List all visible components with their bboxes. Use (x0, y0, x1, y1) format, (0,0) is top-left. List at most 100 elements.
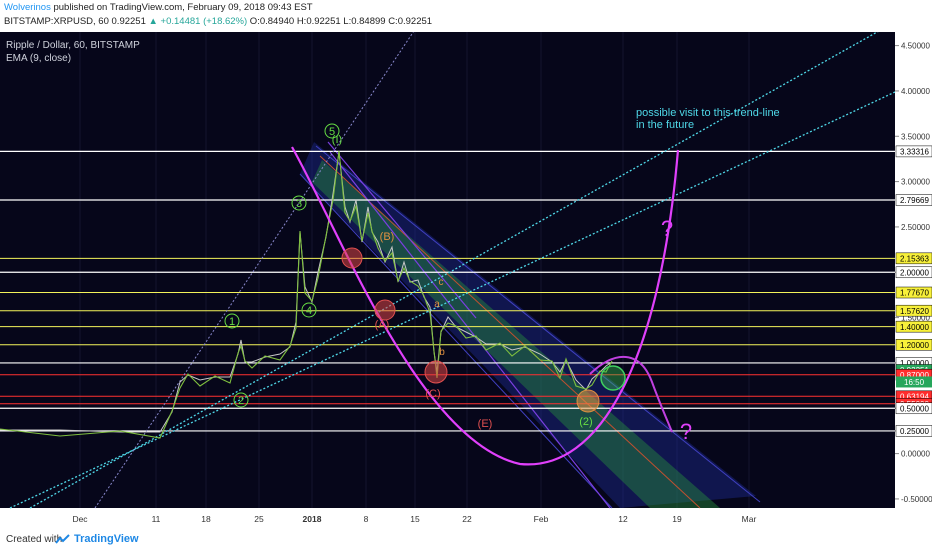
price-tag-7: 1.20000 (900, 341, 929, 350)
y-tick-label-4: 2.50000 (901, 223, 930, 232)
time-axis (0, 508, 895, 530)
x-tick-label-9: 12 (618, 514, 628, 524)
y-tick-label-11: -0.50000 (901, 495, 932, 504)
price-tag-3: 2.00000 (900, 268, 929, 277)
price-tag-bg-3 (895, 266, 932, 279)
ohlc-values: O:0.84940 H:0.92251 L:0.84899 C:0.92251 (247, 16, 433, 27)
wave-5-circle (324, 123, 340, 139)
y-tick-label-2: 3.50000 (901, 132, 930, 141)
circle-marker-2 (576, 389, 600, 413)
trend-line-lower (9, 91, 896, 509)
price-tag-bg-13 (895, 402, 932, 415)
wave-label-E: (E) (478, 418, 493, 430)
channel-lower-line (299, 173, 613, 509)
wave-label-3: 3 (296, 198, 302, 210)
price-tag-5: 1.57620 (900, 307, 929, 316)
price-tag-13: 0.50000 (900, 404, 929, 413)
price-tag-bg-0 (895, 145, 932, 158)
circle-marker-b (374, 299, 396, 321)
outer-channel (300, 142, 756, 508)
y-tick-label-0: 4.50000 (901, 42, 930, 51)
price-tag-bg-5 (895, 304, 932, 317)
inner-channel (312, 160, 720, 508)
price-tag-10: 0.87000 (900, 371, 929, 380)
price-tags: 3.33316 2.79669 2.15363 2.00000 1.77670 1.576… (895, 145, 932, 437)
x-tick-label-3: 25 (254, 514, 264, 524)
price-tag-14: 0.25000 (900, 427, 929, 436)
price-tag-8: 1.00000 (900, 359, 929, 368)
ema-series (0, 150, 613, 439)
x-tick-label-2: 18 (201, 514, 211, 524)
channel-mid-line (319, 155, 701, 509)
wave-2-circle (233, 392, 249, 408)
wave-label-b: b (439, 347, 445, 358)
wave-label-B: (B) (380, 231, 395, 243)
purple-trend-line-2 (327, 141, 477, 319)
author-link[interactable]: Wolverinos (4, 2, 51, 13)
wave-label-2b: (2) (579, 416, 592, 428)
tradingview-logo-icon (55, 534, 70, 544)
price-tag-1: 2.79669 (900, 196, 929, 205)
publish-info: Wolverinos published on TradingView.com,… (4, 2, 313, 13)
circle-marker-c (424, 360, 448, 384)
wave-4-circle (301, 302, 317, 318)
horizontal-levels (0, 150, 895, 432)
y-tick-label-10: 0.00000 (901, 450, 930, 459)
indicator-label[interactable]: EMA (9, close) (6, 53, 71, 64)
price-tag-bg-2 (895, 252, 932, 265)
price-change: ▲ +0.14481 (+18.62%) (148, 16, 248, 27)
time-axis-labels: Dec 11 18 25 2018 8 15 22 Feb 12 19 Mar (72, 514, 756, 524)
grid-lines (79, 32, 750, 508)
x-tick-label-4: 2018 (303, 514, 322, 524)
x-tick-label-6: 15 (410, 514, 420, 524)
y-tick-label-3: 3.00000 (901, 178, 930, 187)
plot-background (0, 32, 895, 508)
wave-label-a: a (434, 299, 440, 310)
price-tag-0: 3.33316 (900, 148, 929, 157)
price-axis (895, 32, 932, 530)
chart-title: Ripple / Dollar, 60, BITSTAMP (6, 40, 140, 51)
price-tag-bg-1 (895, 194, 932, 206)
x-tick-label-1: 11 (152, 514, 161, 524)
countdown-bg (896, 376, 932, 388)
created-with-text: Created with (6, 534, 63, 545)
price-tag-6: 1.40000 (900, 323, 929, 332)
annotation-line-2: in the future (636, 119, 694, 131)
wave-labels: 1 2 3 4 5 (I) (A) (B) (C) (E) (2) a b c … (224, 123, 692, 444)
wave-label-1: 1 (229, 316, 235, 328)
price-tag-bg-4 (895, 286, 932, 299)
circle-marker-current (600, 365, 626, 391)
x-tick-label-7: 22 (462, 514, 472, 524)
wave-label-I: (I) (332, 134, 342, 146)
wave-label-c: c (439, 277, 444, 288)
wave-1-circle (224, 313, 240, 329)
x-tick-label-10: 19 (672, 514, 682, 524)
wave-label-C: (C) (425, 388, 440, 400)
y-tick-label-6: 1.50000 (901, 314, 930, 323)
channel-upper-line (315, 145, 761, 503)
tradingview-brand[interactable]: TradingView (74, 533, 139, 545)
chart-header: Wolverinos published on TradingView.com,… (0, 0, 932, 32)
question-mark-lower: ? (680, 419, 692, 444)
wave-label-2: 2 (238, 395, 244, 407)
wave-label-4: 4 (306, 305, 312, 317)
publish-date: published on TradingView.com, February 0… (50, 2, 313, 13)
projected-curve-down (589, 356, 673, 433)
annotation-line-1: possible visit to this trend-line (636, 107, 780, 119)
question-mark-upper: ? (661, 216, 673, 241)
price-tag-11: 0.63194 (900, 393, 929, 402)
steep-trend-line (94, 21, 421, 509)
price-tag-bg-6 (895, 320, 932, 333)
x-tick-label-5: 8 (364, 514, 369, 524)
y-tick-label-1: 4.00000 (901, 87, 930, 96)
x-tick-label-0: Dec (72, 514, 88, 524)
countdown-label: 16:50 (904, 378, 925, 387)
wave-3-circle (291, 195, 307, 211)
x-tick-label-8: Feb (534, 514, 549, 524)
circle-marker-a (341, 247, 363, 269)
x-tick-label-11: Mar (742, 514, 757, 524)
purple-trend-line (329, 151, 611, 509)
price-chart[interactable]: 1 2 3 4 5 (I) (A) (B) (C) (E) (2) a b c … (0, 21, 932, 530)
trend-line-upper (29, 21, 896, 509)
chart-area[interactable]: 1 2 3 4 5 (I) (A) (B) (C) (E) (2) a b c … (0, 21, 932, 530)
